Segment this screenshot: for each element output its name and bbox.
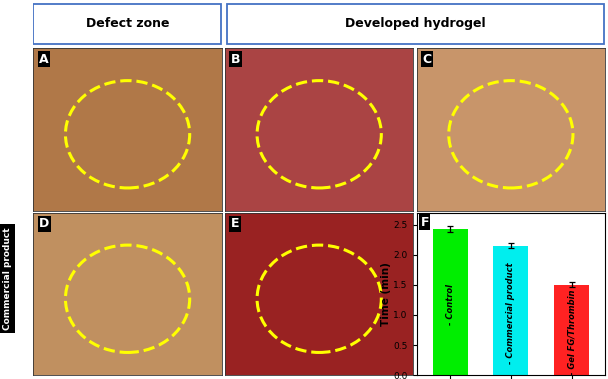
Bar <box>432 229 468 375</box>
Text: - Gel FG/Thrombin: - Gel FG/Thrombin <box>567 289 576 374</box>
Text: F: F <box>421 216 429 229</box>
FancyBboxPatch shape <box>33 4 221 44</box>
Text: - Control: - Control <box>446 285 455 326</box>
Text: E: E <box>230 218 239 230</box>
Text: Commercial product: Commercial product <box>3 227 12 330</box>
Bar <box>493 246 528 375</box>
Text: D: D <box>39 218 49 230</box>
Y-axis label: Time (min): Time (min) <box>381 262 390 326</box>
Text: Defect zone: Defect zone <box>86 17 169 30</box>
Text: C: C <box>423 53 432 66</box>
Text: - Commercial product: - Commercial product <box>506 262 516 364</box>
Text: A: A <box>39 53 49 66</box>
FancyBboxPatch shape <box>227 4 604 44</box>
Text: Developed hydrogel: Developed hydrogel <box>345 17 486 30</box>
Bar <box>554 285 589 375</box>
Text: B: B <box>230 53 240 66</box>
